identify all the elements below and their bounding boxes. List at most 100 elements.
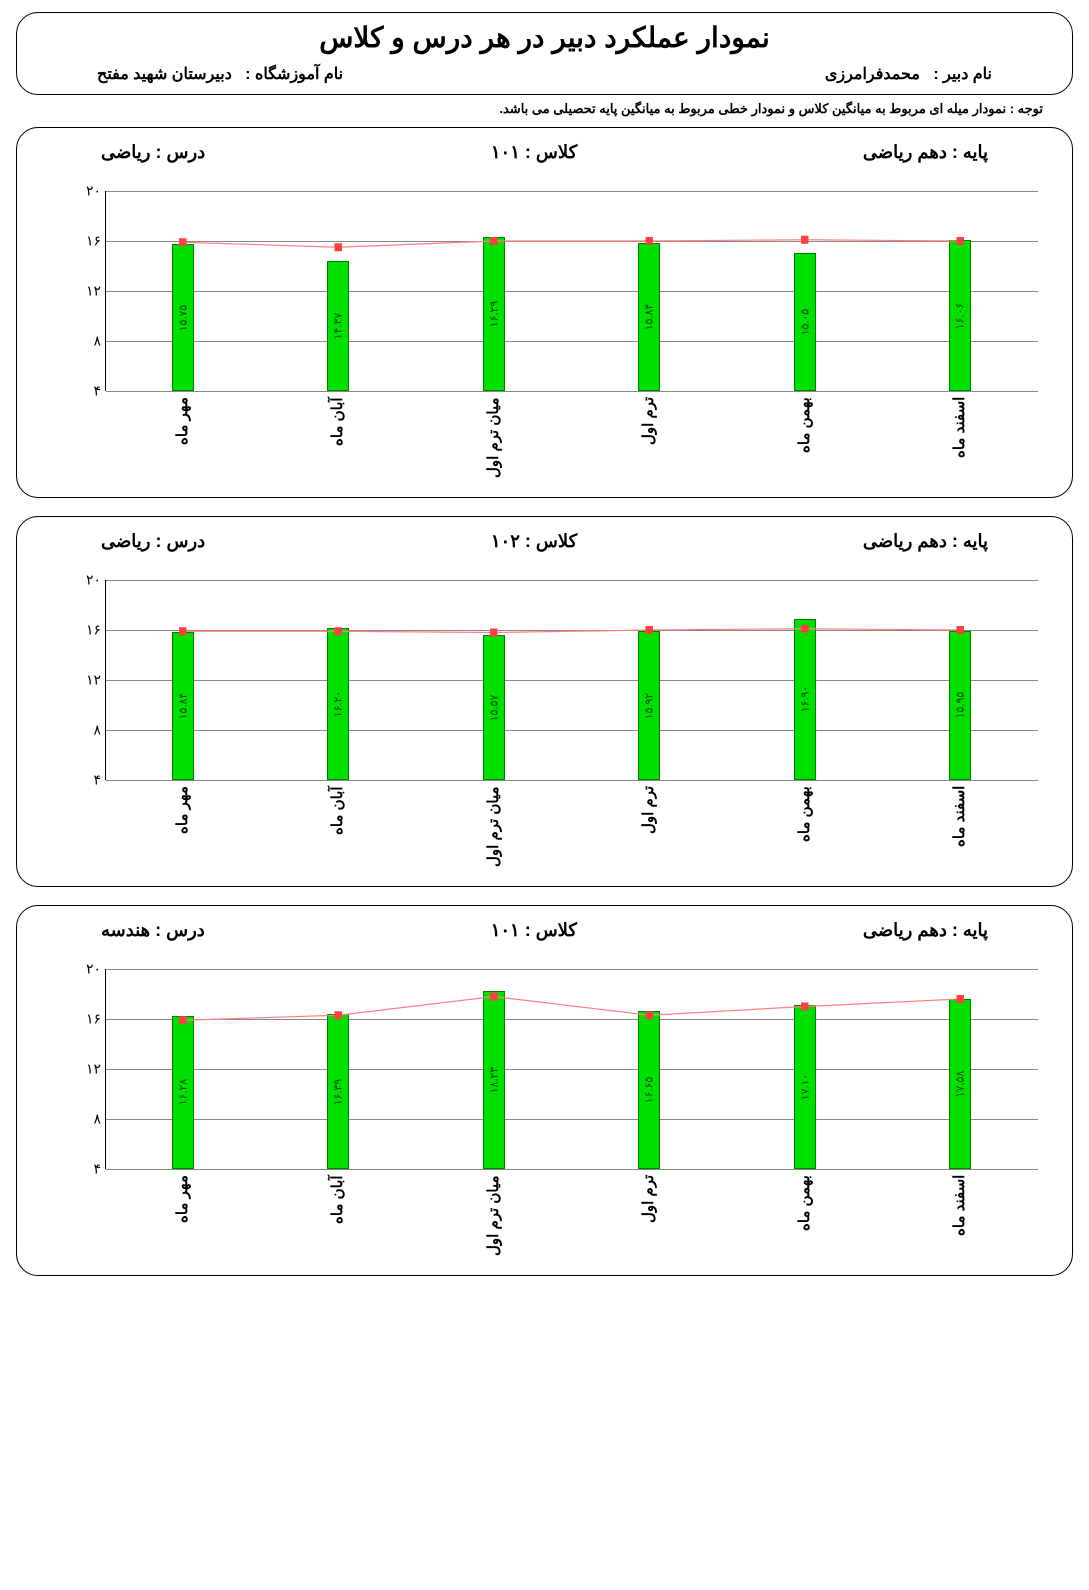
- x-tick-label: بهمن ماه: [796, 1175, 814, 1261]
- chart-plot: ۴۸۱۲۱۶۲۰۱۵.۸۴۱۶.۲۰۱۵.۵۷۱۵.۹۲۱۶.۹۰۱۵.۹۵: [71, 580, 1038, 780]
- x-tick-label: ترم اول: [640, 397, 658, 483]
- bar-slot: ۱۵.۰۵: [794, 191, 816, 391]
- y-tick-label: ۴: [71, 383, 101, 400]
- teacher-label: نام دبیر :: [933, 66, 992, 83]
- subject-field: درس : هندسه: [101, 920, 205, 941]
- bar: ۱۸.۲۳: [483, 991, 505, 1169]
- bar-slot: ۱۶.۶۵: [638, 969, 660, 1169]
- bars-group: ۱۵.۸۴۱۶.۲۰۱۵.۵۷۱۵.۹۲۱۶.۹۰۱۵.۹۵: [105, 580, 1038, 780]
- y-tick-label: ۴: [71, 1161, 101, 1178]
- y-tick-label: ۸: [71, 333, 101, 350]
- x-tick-label: میان ترم اول: [485, 397, 503, 483]
- bar-slot: ۱۴.۳۷: [327, 191, 349, 391]
- bar-slot: ۱۶.۹۰: [794, 580, 816, 780]
- bar-value-label: ۱۶.۰۶: [954, 302, 967, 329]
- subject-field: درس : ریاضی: [101, 531, 205, 552]
- bar-slot: ۱۶.۲۸: [172, 969, 194, 1169]
- bar: ۱۵.۹۲: [638, 631, 660, 780]
- x-tick-label: مهر ماه: [174, 1175, 192, 1261]
- bar-slot: ۱۵.۹۲: [638, 580, 660, 780]
- chart-panel: پایه : دهم ریاضیکلاس : ۱۰۱درس : ریاضی۴۸۱…: [16, 127, 1073, 498]
- bar: ۱۶.۲۸: [172, 1016, 194, 1170]
- bar-value-label: ۱۷.۵۸: [954, 1071, 967, 1098]
- bar-value-label: ۱۵.۸۴: [176, 693, 189, 720]
- bar-value-label: ۱۶.۲۰: [332, 690, 345, 717]
- x-tick-label: ترم اول: [640, 1175, 658, 1261]
- page-title: نمودار عملکرد دبیر در هر درس و کلاس: [37, 21, 1052, 54]
- bar: ۱۶.۲۹: [483, 237, 505, 391]
- x-tick-label: میان ترم اول: [485, 1175, 503, 1261]
- chart-plot: ۴۸۱۲۱۶۲۰۱۶.۲۸۱۶.۳۹۱۸.۲۳۱۶.۶۵۱۷.۱۰۱۷.۵۸: [71, 969, 1038, 1169]
- teacher-field: نام دبیر : محمدفرامرزی: [825, 64, 992, 84]
- charts-container: پایه : دهم ریاضیکلاس : ۱۰۱درس : ریاضی۴۸۱…: [16, 127, 1073, 1276]
- page-header: نمودار عملکرد دبیر در هر درس و کلاس نام …: [16, 12, 1073, 95]
- bar-value-label: ۱۵.۸۴: [643, 304, 656, 331]
- x-tick-label: مهر ماه: [174, 786, 192, 872]
- class-field: کلاس : ۱۰۱: [491, 142, 577, 163]
- bar-value-label: ۱۶.۲۹: [487, 301, 500, 328]
- x-labels: مهر ماهآبان ماهمیان ترم اولترم اولبهمن م…: [105, 397, 1038, 483]
- bar-value-label: ۱۶.۹۰: [798, 686, 811, 713]
- y-tick-label: ۱۶: [71, 622, 101, 639]
- y-tick-label: ۲۰: [71, 961, 101, 978]
- bar-slot: ۱۷.۱۰: [794, 969, 816, 1169]
- bar-slot: ۱۵.۸۴: [638, 191, 660, 391]
- bar-value-label: ۱۶.۳۹: [332, 1078, 345, 1105]
- teacher-name: محمدفرامرزی: [825, 66, 920, 83]
- x-labels: مهر ماه آبان ماه میان ترم اول ترم اول بهمن م…: [105, 1175, 1038, 1261]
- y-tick-label: ۲۰: [71, 183, 101, 200]
- x-tick-label: اسفند ماه: [951, 1175, 969, 1261]
- bar: ۱۴.۳۷: [327, 261, 349, 391]
- x-tick-label: مهر ماه: [174, 397, 192, 483]
- bar: ۱۶.۲۰: [327, 628, 349, 781]
- x-tick-label: بهمن ماه: [796, 786, 814, 872]
- bar-value-label: ۱۶.۶۵: [643, 1077, 656, 1104]
- bar-slot: ۱۵.۷۵: [172, 191, 194, 391]
- y-tick-label: ۱۲: [71, 672, 101, 689]
- chart-note: توجه : نمودار میله ای مربوط به میانگین ک…: [16, 101, 1043, 117]
- bar: ۱۶.۳۹: [327, 1014, 349, 1169]
- header-info-row: نام دبیر : محمدفرامرزی نام آموزشگاه : دب…: [37, 64, 1052, 84]
- x-tick-label: آبان ماه: [329, 1175, 347, 1261]
- school-field: نام آموزشگاه : دبیرستان شهید مفتح: [97, 64, 343, 84]
- x-tick-label: ترم اول: [640, 786, 658, 872]
- bar-slot: ۱۶.۳۹: [327, 969, 349, 1169]
- subject-field: درس : ریاضی: [101, 142, 205, 163]
- bar-slot: ۱۶.۰۶: [949, 191, 971, 391]
- y-tick-label: ۸: [71, 722, 101, 739]
- x-tick-label: میان ترم اول: [485, 786, 503, 872]
- x-tick-label: آبان ماه: [329, 397, 347, 483]
- school-label: نام آموزشگاه :: [245, 66, 343, 83]
- y-tick-label: ۴: [71, 772, 101, 789]
- bar-slot: ۱۶.۲۹: [483, 191, 505, 391]
- school-name: دبیرستان شهید مفتح: [97, 66, 232, 83]
- bar-value-label: ۱۸.۲۳: [487, 1067, 500, 1094]
- bar: ۱۵.۰۵: [794, 253, 816, 391]
- grade-field: پایه : دهم ریاضی: [863, 531, 988, 552]
- bar-value-label: ۱۵.۹۵: [954, 692, 967, 719]
- bar-slot: ۱۵.۸۴: [172, 580, 194, 780]
- bar-value-label: ۱۷.۱۰: [798, 1074, 811, 1101]
- bar: ۱۵.۸۴: [172, 632, 194, 780]
- bar-slot: ۱۶.۲۰: [327, 580, 349, 780]
- x-labels: مهر ماه آبان ماه میان ترم اول ترم اول بهمن م…: [105, 786, 1038, 872]
- chart-plot: ۴۸۱۲۱۶۲۰۱۵.۷۵۱۴.۳۷۱۶.۲۹۱۵.۸۴۱۵.۰۵۱۶.۰۶: [71, 191, 1038, 391]
- x-tick-label: آبان ماه: [329, 786, 347, 872]
- bars-group: ۱۶.۲۸ ۱۶.۳۹ ۱۸.۲۳ ۱۶.۶۵ ۱۷.۱۰ ۱۷.۵۸: [105, 969, 1038, 1169]
- bar: ۱۷.۵۸: [949, 999, 971, 1169]
- bar-value-label: ۱۵.۰۵: [798, 309, 811, 336]
- bar: ۱۵.۹۵: [949, 631, 971, 780]
- bar: ۱۷.۱۰: [794, 1005, 816, 1169]
- bar-slot: ۱۸.۲۳: [483, 969, 505, 1169]
- y-tick-label: ۱۲: [71, 1061, 101, 1078]
- bars-group: ۱۵.۷۵ ۱۴.۳۷ ۱۶.۲۹ ۱۵.۸۴ ۱۵.۰۵ ۱۶.۰۶: [105, 191, 1038, 391]
- bar-value-label: ۱۵.۹۲: [643, 692, 656, 719]
- bar: ۱۵.۸۴: [638, 243, 660, 391]
- bar: ۱۶.۹۰: [794, 619, 816, 780]
- chart-header: پایه : دهم ریاضیکلاس : ۱۰۲درس : ریاضی: [41, 527, 1048, 552]
- chart-panel: پایه : دهم ریاضیکلاس : ۱۰۲درس : ریاضی ۴ ۸ ۱…: [16, 516, 1073, 887]
- chart-panel: پایه : دهم ریاضیکلاس : ۱۰۱درس : هندسه۴۸۱…: [16, 905, 1073, 1276]
- grade-field: پایه : دهم ریاضی: [863, 142, 988, 163]
- y-tick-label: ۲۰: [71, 572, 101, 589]
- bar-value-label: ۱۵.۷۵: [176, 304, 189, 331]
